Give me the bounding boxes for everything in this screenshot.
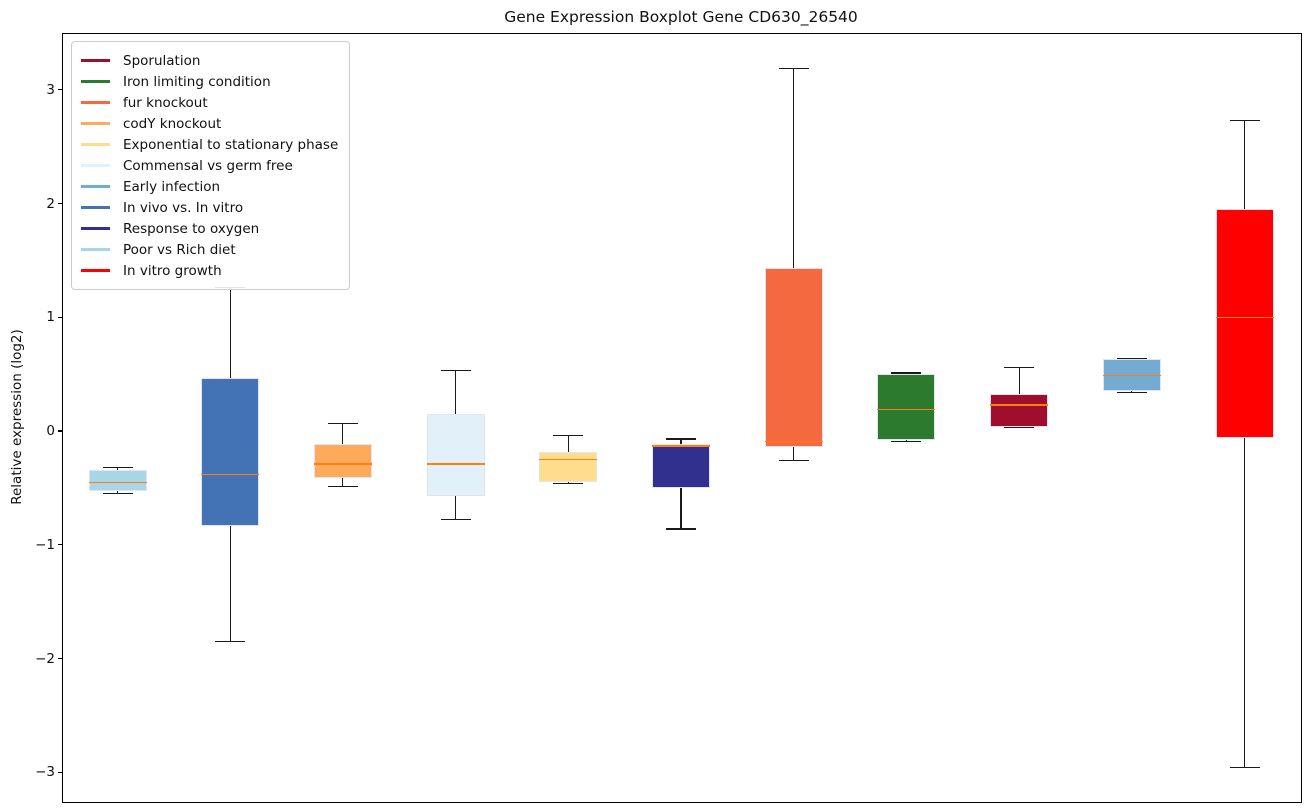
legend-swatch-icon [81,122,110,125]
boxplot-early-infection-median [1102,374,1161,377]
boxplot-poor-vs-rich-diet-box [88,469,147,492]
y-tick-mark [58,430,63,432]
boxplot-response-to-oxygen-box [652,443,710,488]
boxplot-commensal-vs-germ-free-cap-high [440,370,471,372]
legend-label: Iron limiting condition [123,73,271,90]
legend-item-exponential-to-stationary-phase: Exponential to stationary phase [81,134,339,155]
boxplot-sporulation-box [990,393,1049,427]
boxplot-in-vitro-growth-whisker [1243,120,1246,768]
legend-label: Commensal vs germ free [123,157,293,174]
boxplot-cody-knockout-box [313,443,372,478]
boxplot-exponential-to-stationary-phase-box [539,451,598,483]
legend-label: Early infection [123,178,221,195]
boxplot-in-vitro-growth-median [1215,316,1274,319]
boxplot-commensal-vs-germ-free-median [426,463,485,465]
boxplot-cody-knockout-cap-high [327,422,358,424]
legend-swatch-icon [81,143,110,146]
boxplot-in-vivo-vs-in-vitro-median [201,473,260,476]
legend-item-sporulation: Sporulation [81,50,339,71]
y-tick-label: −2 [35,650,55,667]
legend-item-early-infection: Early infection [81,176,339,197]
legend-swatch-icon [81,185,110,188]
legend-swatch-icon [81,248,110,251]
boxplot-exponential-to-stationary-phase-cap-low [553,482,584,484]
y-tick-label: 3 [46,81,55,98]
y-tick-label: 2 [46,195,55,212]
legend-swatch-icon [81,227,110,230]
legend-item-in-vivo-vs-in-vitro: In vivo vs. In vitro [81,197,339,218]
legend-item-commensal-vs-germ-free: Commensal vs germ free [81,155,339,176]
boxplot-in-vitro-growth-cap-low [1229,767,1260,769]
legend-swatch-icon [81,80,110,83]
legend-swatch-icon [81,59,110,62]
legend-swatch-icon [81,269,110,272]
boxplot-poor-vs-rich-diet-cap-low [102,493,133,495]
y-tick-label: 1 [46,309,55,326]
boxplot-iron-limiting-condition-cap-low [891,440,922,442]
y-tick-mark [58,658,63,660]
boxplot-sporulation-cap-high [1004,366,1035,368]
legend-swatch-icon [81,206,110,209]
boxplot-in-vivo-vs-in-vitro-box [201,377,260,526]
legend-label: Poor vs Rich diet [123,241,236,258]
y-tick-label: −1 [35,536,55,553]
y-tick-label: 0 [46,423,55,440]
y-tick-mark [58,89,63,91]
boxplot-early-infection-cap-low [1116,391,1147,393]
boxplot-response-to-oxygen-cap-high [666,438,696,440]
boxplot-in-vivo-vs-in-vitro-cap-low [215,640,246,643]
boxplot-exponential-to-stationary-phase-median [539,458,598,461]
boxplot-response-to-oxygen-median [652,445,710,447]
boxplot-early-infection-cap-high [1116,357,1147,359]
legend-label: Response to oxygen [123,220,260,237]
y-tick-mark [58,202,63,205]
boxplot-commensal-vs-germ-free-cap-low [440,519,471,521]
legend-label: In vitro growth [123,262,222,279]
boxplot-fur-knockout-median [764,440,823,443]
legend-item-fur-knockout: fur knockout [81,92,339,113]
boxplot-cody-knockout-cap-low [327,486,358,488]
boxplot-fur-knockout-cap-low [778,460,809,462]
boxplot-in-vitro-growth-cap-high [1229,119,1260,122]
legend-item-response-to-oxygen: Response to oxygen [81,218,339,239]
boxplot-exponential-to-stationary-phase-cap-high [553,435,584,437]
y-axis-label: Relative expression (log2) [9,329,25,505]
boxplot-fur-knockout-cap-high [778,67,809,69]
legend-label: codY knockout [123,115,222,132]
plot-area: Sporulation Iron limiting condition fur kn… [35,33,1302,803]
boxplot-iron-limiting-condition-median [877,408,936,411]
y-tick-mark [58,544,63,546]
legend-item-cody-knockout: codY knockout [81,113,339,134]
y-tick-mark [58,771,63,773]
legend-label: In vivo vs. In vitro [123,199,244,216]
legend-label: Exponential to stationary phase [123,136,339,153]
boxplot-cody-knockout-median [313,463,372,465]
legend-item-poor-vs-rich-diet: Poor vs Rich diet [81,239,339,260]
legend-swatch-icon [81,101,110,104]
boxplot-response-to-oxygen-cap-low [666,528,696,530]
legend-label: fur knockout [123,94,208,111]
boxplot-iron-limiting-condition-cap-high [891,372,922,374]
y-tick-mark [58,316,63,318]
boxplot-fur-knockout-box [764,268,823,447]
legend-item-iron-limiting-condition: Iron limiting condition [81,71,339,92]
legend: Sporulation Iron limiting condition fur kn… [71,41,350,290]
boxplot-poor-vs-rich-diet-cap-high [102,466,133,469]
boxplot-iron-limiting-condition-box [877,374,936,441]
boxplot-poor-vs-rich-diet-median [88,481,147,484]
legend-swatch-icon [81,164,110,167]
legend-label: Sporulation [123,52,201,69]
legend-item-in-vitro-growth: In vitro growth [81,260,339,281]
boxplot-sporulation-cap-low [1004,427,1035,429]
y-tick-label: −3 [35,764,55,781]
boxplot-sporulation-median [990,404,1049,406]
boxplot-fur-knockout-whisker [793,68,795,461]
boxplot-commensal-vs-germ-free-box [426,414,485,496]
chart-title: Gene Expression Boxplot Gene CD630_26540 [504,8,858,26]
boxplot-in-vitro-growth-box [1215,209,1274,438]
